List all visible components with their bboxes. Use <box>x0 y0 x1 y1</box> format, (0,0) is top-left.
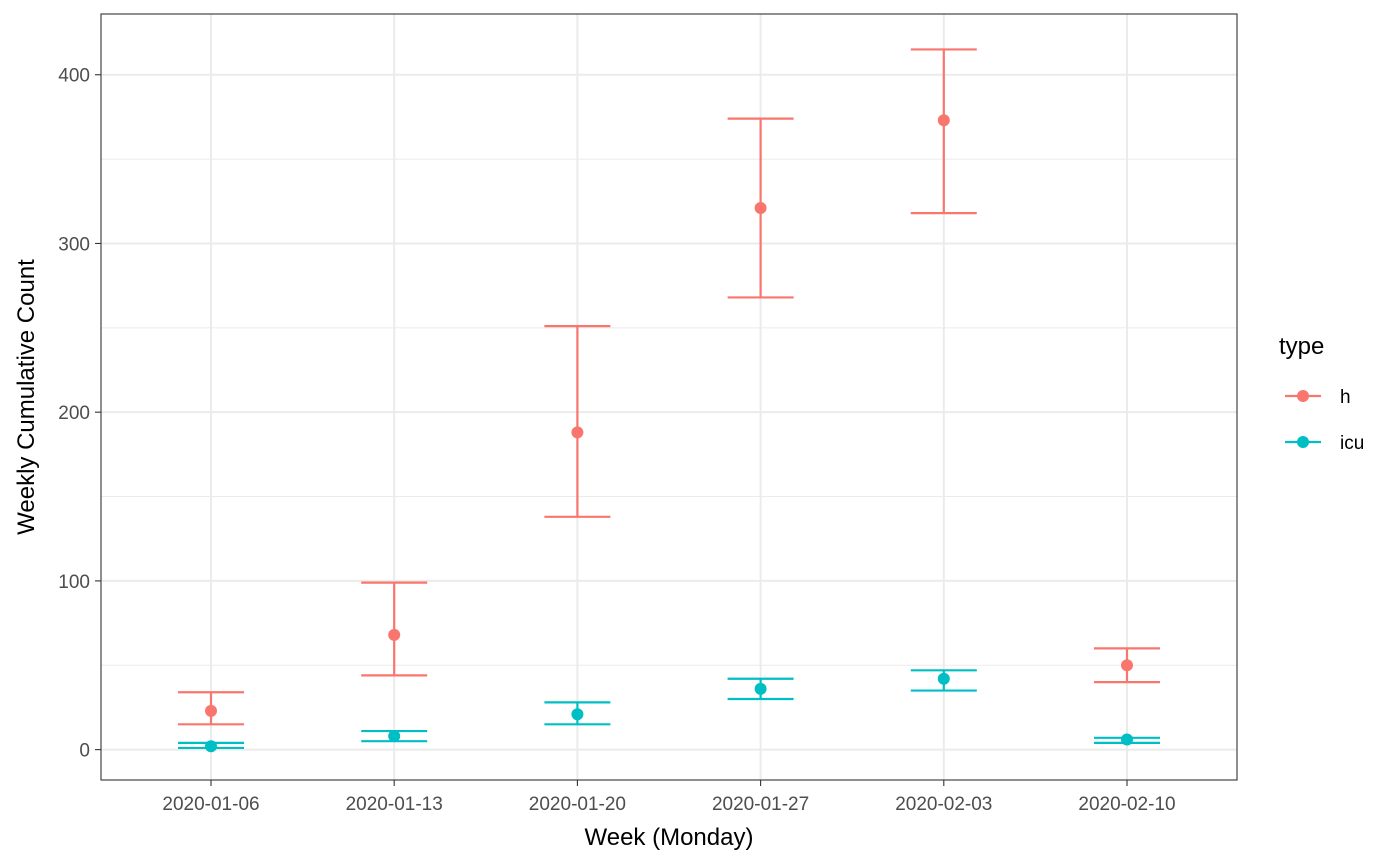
point-icu <box>937 672 950 685</box>
x-tick-label: 2020-01-13 <box>346 794 443 815</box>
legend-key-point-h <box>1297 390 1309 402</box>
axes-layer: 0 100 200 300 400 2020-01-06 2020-01-13 2020-01… <box>58 66 1175 815</box>
y-tick-label: 300 <box>58 234 90 255</box>
y-tick-label: 100 <box>58 572 90 593</box>
point-icu <box>571 708 584 721</box>
y-tick-label: 0 <box>79 741 90 762</box>
y-axis-title: Weekly Cumulative Count <box>13 259 40 535</box>
point-icu <box>388 730 401 743</box>
point-h <box>571 426 584 439</box>
point-icu <box>754 682 767 695</box>
x-tick-label: 2020-02-03 <box>895 794 992 815</box>
point-h <box>388 628 401 641</box>
y-tick-label: 200 <box>58 403 90 424</box>
point-h <box>1121 659 1133 672</box>
point-h <box>205 704 217 717</box>
point-h <box>937 114 950 127</box>
x-tick-label: 2020-01-27 <box>712 794 809 815</box>
legend-title: type <box>1279 333 1324 360</box>
legend-label-icu: icu <box>1340 433 1364 454</box>
x-tick-label: 2020-01-20 <box>529 794 626 815</box>
legend-key-point-icu <box>1297 436 1309 448</box>
plot-panel <box>101 14 1237 780</box>
x-tick-label: 2020-01-06 <box>162 794 259 815</box>
y-tick-label: 400 <box>58 66 90 87</box>
marks-layer <box>178 48 1160 753</box>
legend-label-h: h <box>1340 387 1351 408</box>
point-icu <box>1121 733 1133 746</box>
legend: type h icu <box>1279 333 1364 454</box>
point-h <box>754 202 767 215</box>
x-axis-title: Week (Monday) <box>585 824 754 851</box>
plot-border <box>100 13 1238 781</box>
point-icu <box>205 740 217 753</box>
x-tick-label: 2020-02-10 <box>1078 794 1175 815</box>
